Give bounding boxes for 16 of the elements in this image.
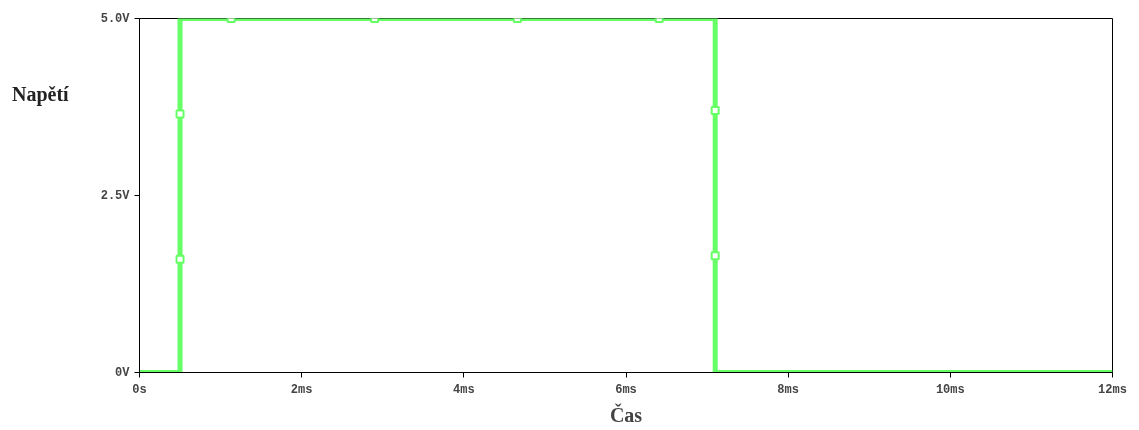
x-tick-label: 8ms (777, 382, 799, 397)
point (175, 254, 185, 264)
point (710, 251, 720, 261)
x-tick-label: 0s (132, 382, 147, 397)
x-axis-title: Čas (609, 402, 643, 426)
x-tick-label: 10ms (935, 382, 965, 397)
x-tick-label: 4ms (453, 382, 475, 397)
y-tick-label: 0V (115, 365, 131, 380)
point (710, 106, 720, 116)
point (175, 109, 185, 119)
x-tick-label: 6ms (615, 382, 637, 397)
x-tick-label: 2ms (290, 382, 313, 397)
y-tick-label: 2.5V (100, 188, 131, 203)
x-tick-label: 12ms (1098, 382, 1127, 397)
y-tick-label: 5.0V (100, 11, 131, 26)
y-axis-title: Napětí (12, 82, 69, 108)
